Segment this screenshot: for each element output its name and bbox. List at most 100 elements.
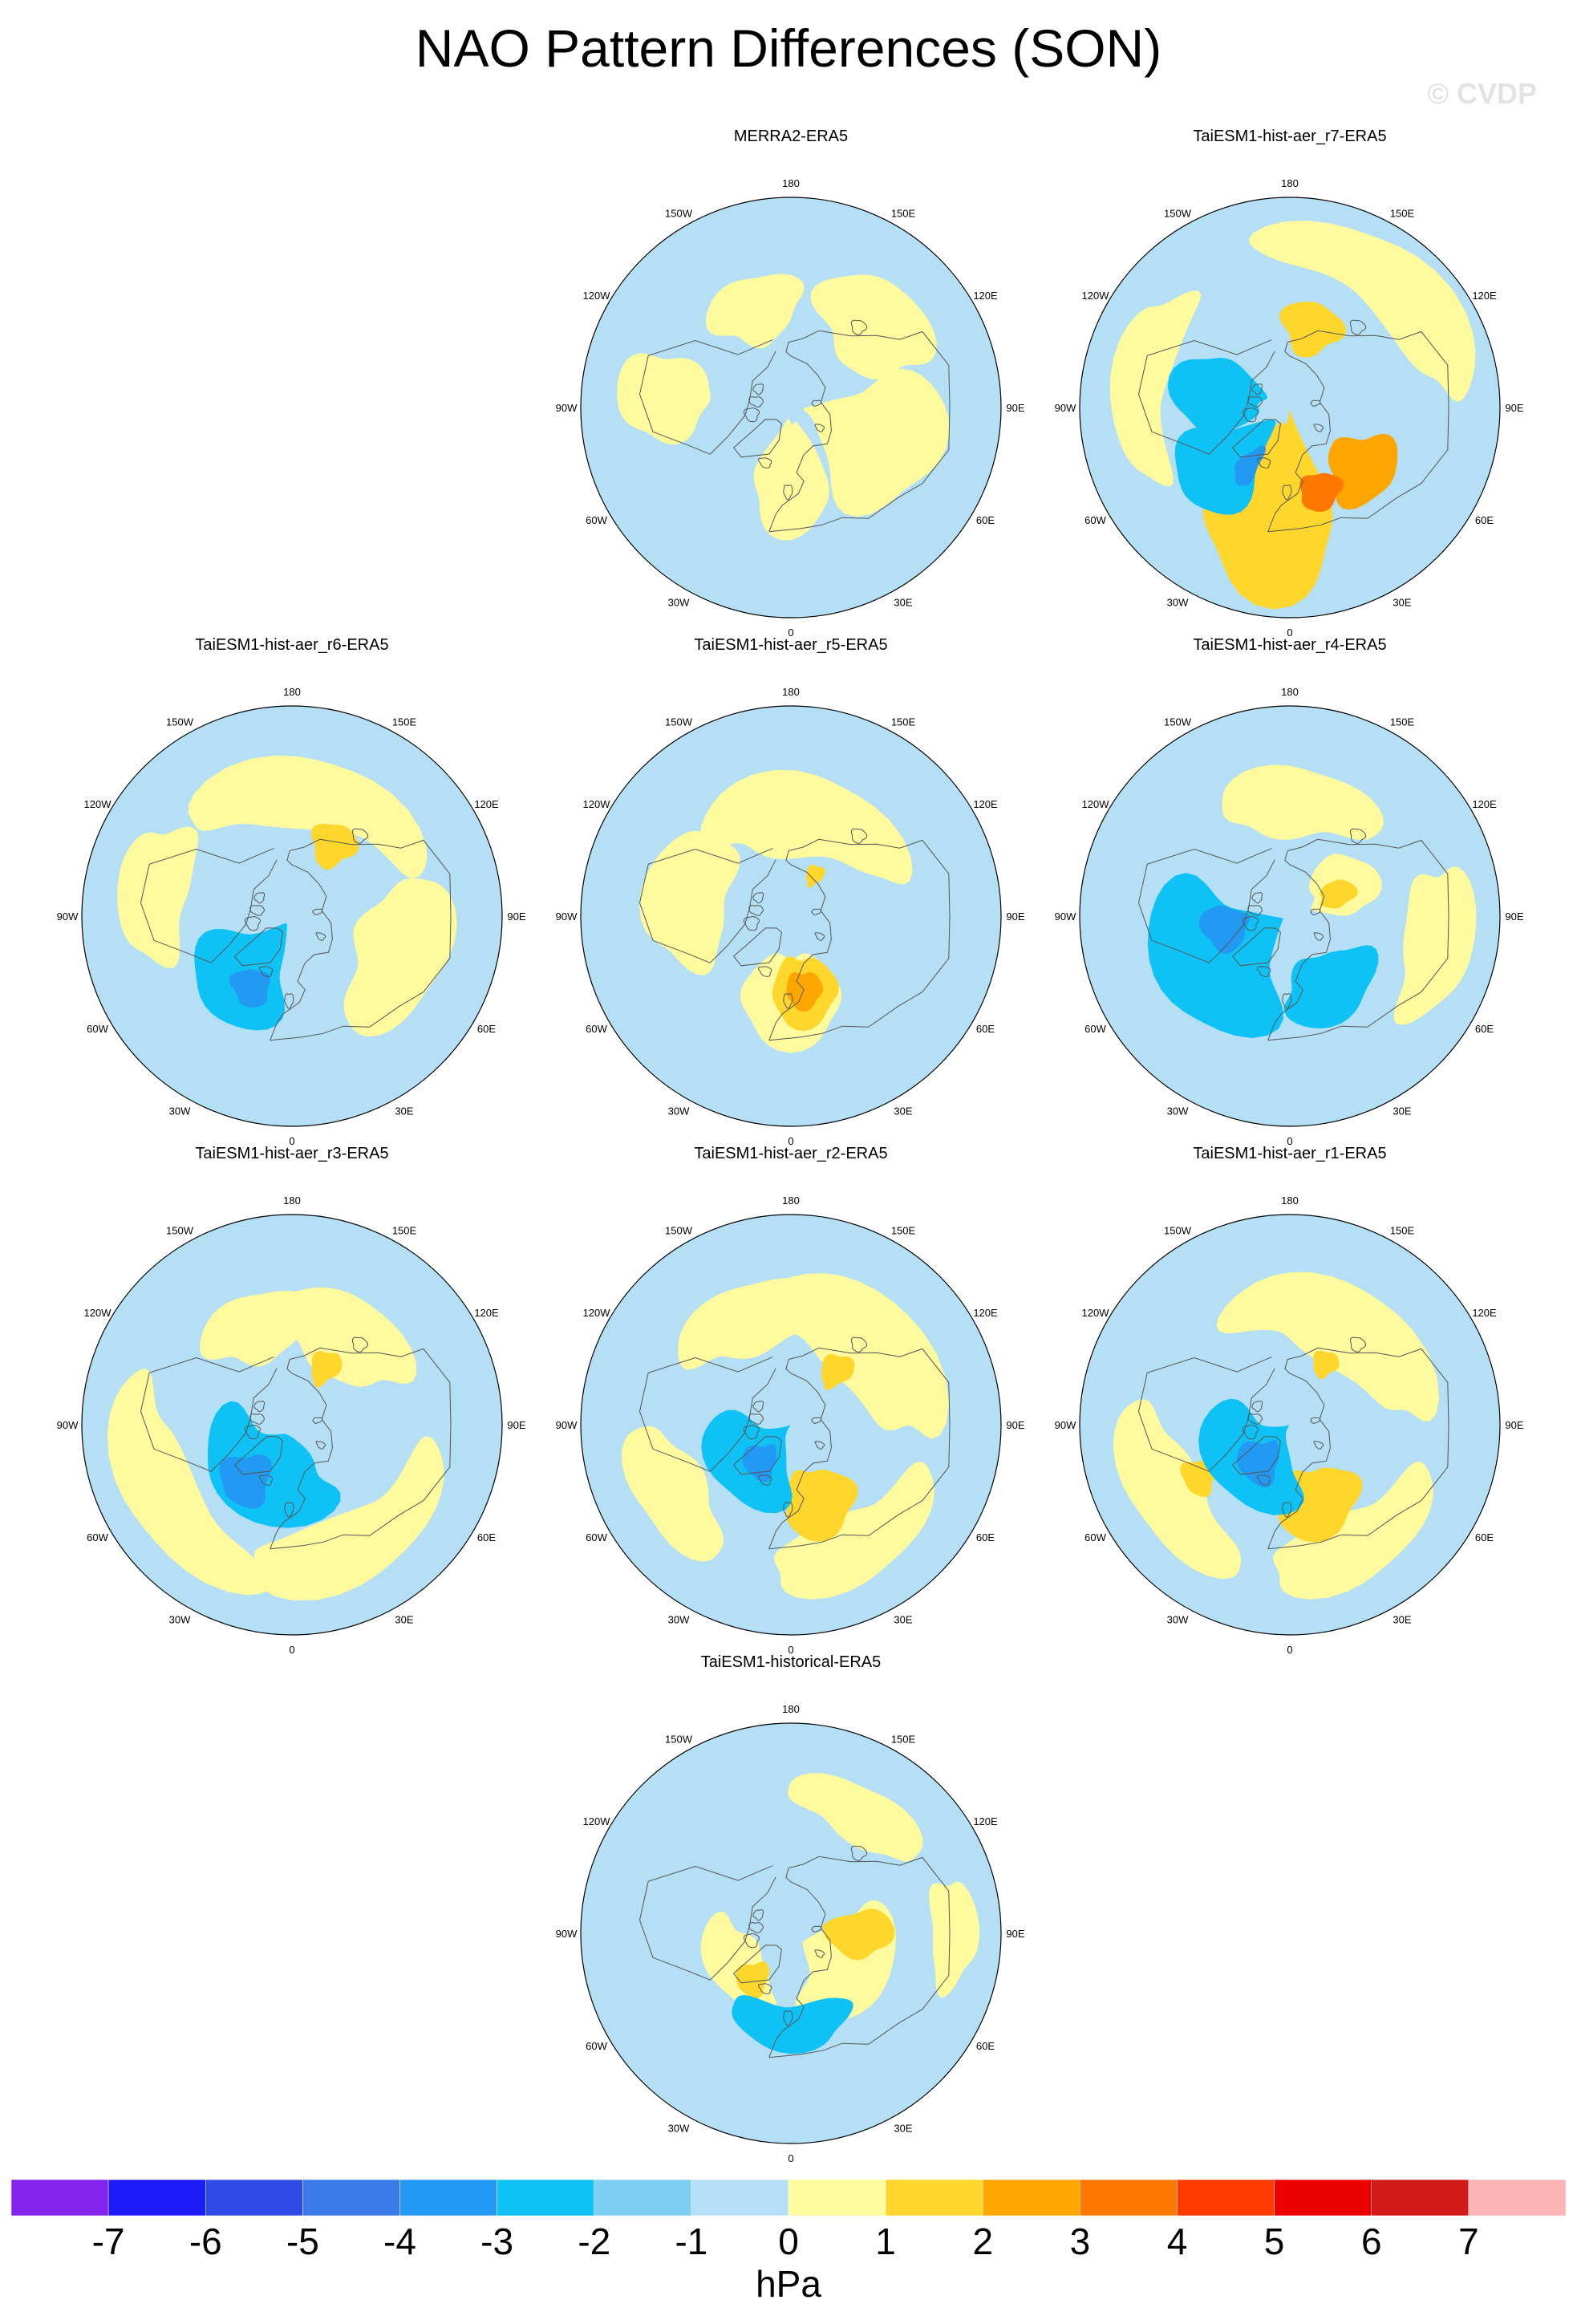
longitude-label: 60E <box>1475 514 1494 526</box>
longitude-label: 30E <box>395 1105 413 1117</box>
longitude-label: 90E <box>507 911 525 923</box>
longitude-label: 60E <box>976 514 995 526</box>
island-outline <box>814 1949 825 1958</box>
longitude-label: 60E <box>1475 1023 1494 1035</box>
map-panel: TaiESM1-historical-ERA5 180 150E 120E 90E 60E… <box>542 1653 1040 2182</box>
map-panel: TaiESM1-hist-aer_r7-ERA5 180 150E 120E 90E 60… <box>1041 128 1538 656</box>
colorbar-tick-label: 3 <box>1069 2221 1091 2262</box>
panel-title: TaiESM1-hist-aer_r2-ERA5 <box>694 1145 888 1162</box>
island-outline <box>258 966 274 977</box>
longitude-label: 90E <box>1505 911 1523 923</box>
longitude-label: 90E <box>1505 402 1523 414</box>
longitude-label: 90W <box>1055 911 1076 923</box>
longitude-label: 60W <box>87 1531 108 1543</box>
longitude-label: 120W <box>583 1815 611 1827</box>
longitude-label: 60W <box>1084 1531 1106 1543</box>
island-outline <box>315 932 326 941</box>
coastline <box>234 927 283 967</box>
colorbar-tick-label: -4 <box>383 2221 416 2262</box>
coastline <box>639 848 776 963</box>
island-outline <box>1251 1401 1263 1413</box>
map-panel: TaiESM1-hist-aer_r5-ERA5 180 150E 120E 90E 60… <box>542 636 1040 1165</box>
anomaly-region <box>311 1351 343 1388</box>
map-border <box>580 1214 1002 1636</box>
longitude-label: 60W <box>586 1023 607 1035</box>
colorbar-tick-label: -6 <box>189 2221 222 2262</box>
island-outline <box>743 408 760 423</box>
map-border <box>1079 197 1501 619</box>
island-outline <box>258 1474 274 1486</box>
coastline <box>1137 848 1275 963</box>
island-outline <box>743 1425 760 1440</box>
longitude-label: 90E <box>1006 1419 1024 1431</box>
map-border <box>580 197 1002 619</box>
anomaly-region <box>188 755 428 878</box>
colorbar-swatch <box>205 2179 303 2217</box>
anomaly-region <box>1174 420 1276 515</box>
coastline <box>733 927 782 967</box>
anomaly-region <box>822 1908 895 1961</box>
anomaly-region <box>1299 473 1344 513</box>
longitude-label: 120W <box>84 798 112 810</box>
island-outline <box>850 319 868 335</box>
panel-title: TaiESM1-hist-aer_r7-ERA5 <box>1193 128 1387 145</box>
longitude-label: 30E <box>1393 1614 1411 1626</box>
longitude-label: 150W <box>665 208 693 220</box>
polar-map: 180 150E 120E 90E 60E 30E 0 30W 60W 90W 120W 150W <box>1055 1194 1524 1656</box>
island-outline <box>752 892 764 904</box>
anomaly-region <box>1248 220 1476 402</box>
map-border <box>81 1214 503 1636</box>
colorbar <box>10 2179 1567 2217</box>
longitude-label: 60W <box>1084 1023 1106 1035</box>
island-outline <box>811 1417 822 1424</box>
island-outline <box>748 396 764 408</box>
coastline <box>733 419 782 458</box>
map-panel: TaiESM1-hist-aer_r1-ERA5 180 150E 120E 90E 60… <box>1041 1145 1538 1673</box>
map-background <box>581 706 1001 1126</box>
longitude-label: 120W <box>583 1307 611 1319</box>
anomaly-region <box>774 1461 934 1600</box>
longitude-label: 30E <box>1393 597 1411 609</box>
island-outline <box>253 1401 266 1413</box>
island-outline <box>1282 1502 1292 1518</box>
island-outline <box>757 966 772 977</box>
longitude-label: 150E <box>891 716 916 728</box>
longitude-label: 150W <box>665 1734 693 1746</box>
longitude-label: 120W <box>84 1307 112 1319</box>
island-outline <box>850 1845 868 1861</box>
longitude-label: 120E <box>474 1307 499 1319</box>
anomaly-region <box>678 1277 837 1370</box>
anomaly-region <box>1202 408 1333 610</box>
island-outline <box>312 908 323 915</box>
island-outline <box>752 383 764 395</box>
panel-title: TaiESM1-hist-aer_r6-ERA5 <box>195 636 389 654</box>
colorbar-swatch <box>497 2179 595 2217</box>
colorbar-swatch <box>10 2179 109 2217</box>
longitude-label: 60E <box>477 1531 496 1543</box>
coastline <box>1232 927 1281 967</box>
island-outline <box>284 993 294 1009</box>
longitude-label: 90W <box>556 1419 578 1431</box>
map-panel: TaiESM1-hist-aer_r2-ERA5 180 150E 120E 90E 60… <box>542 1145 1040 1673</box>
anomaly-region <box>200 1290 317 1367</box>
colorbar-tick-label: 1 <box>875 2221 896 2262</box>
anomaly-region <box>810 274 937 379</box>
longitude-label: 0 <box>788 1644 793 1656</box>
island-outline <box>1242 916 1259 931</box>
island-outline <box>757 1983 772 1994</box>
anomaly-region <box>311 823 359 870</box>
colorbar-tick-label: 4 <box>1166 2221 1188 2262</box>
longitude-label: 60E <box>1475 1531 1494 1543</box>
panel-title: TaiESM1-hist-aer_r5-ERA5 <box>694 636 888 654</box>
island-outline <box>1282 485 1292 501</box>
longitude-label: 30W <box>668 1614 690 1626</box>
longitude-label: 180 <box>1281 1194 1299 1207</box>
map-panel: TaiESM1-hist-aer_r3-ERA5 180 150E 120E 90E 60… <box>43 1145 541 1673</box>
coastline <box>733 1945 782 1984</box>
longitude-label: 30E <box>1393 1105 1411 1117</box>
longitude-label: 150W <box>1164 1225 1192 1237</box>
longitude-label: 30W <box>668 597 690 609</box>
colorbar-tick-label: -1 <box>675 2221 708 2262</box>
polar-map: 180 150E 120E 90E 60E 30E 0 30W 60W 90W 120W 150W <box>57 1194 526 1656</box>
island-outline <box>783 1502 793 1518</box>
